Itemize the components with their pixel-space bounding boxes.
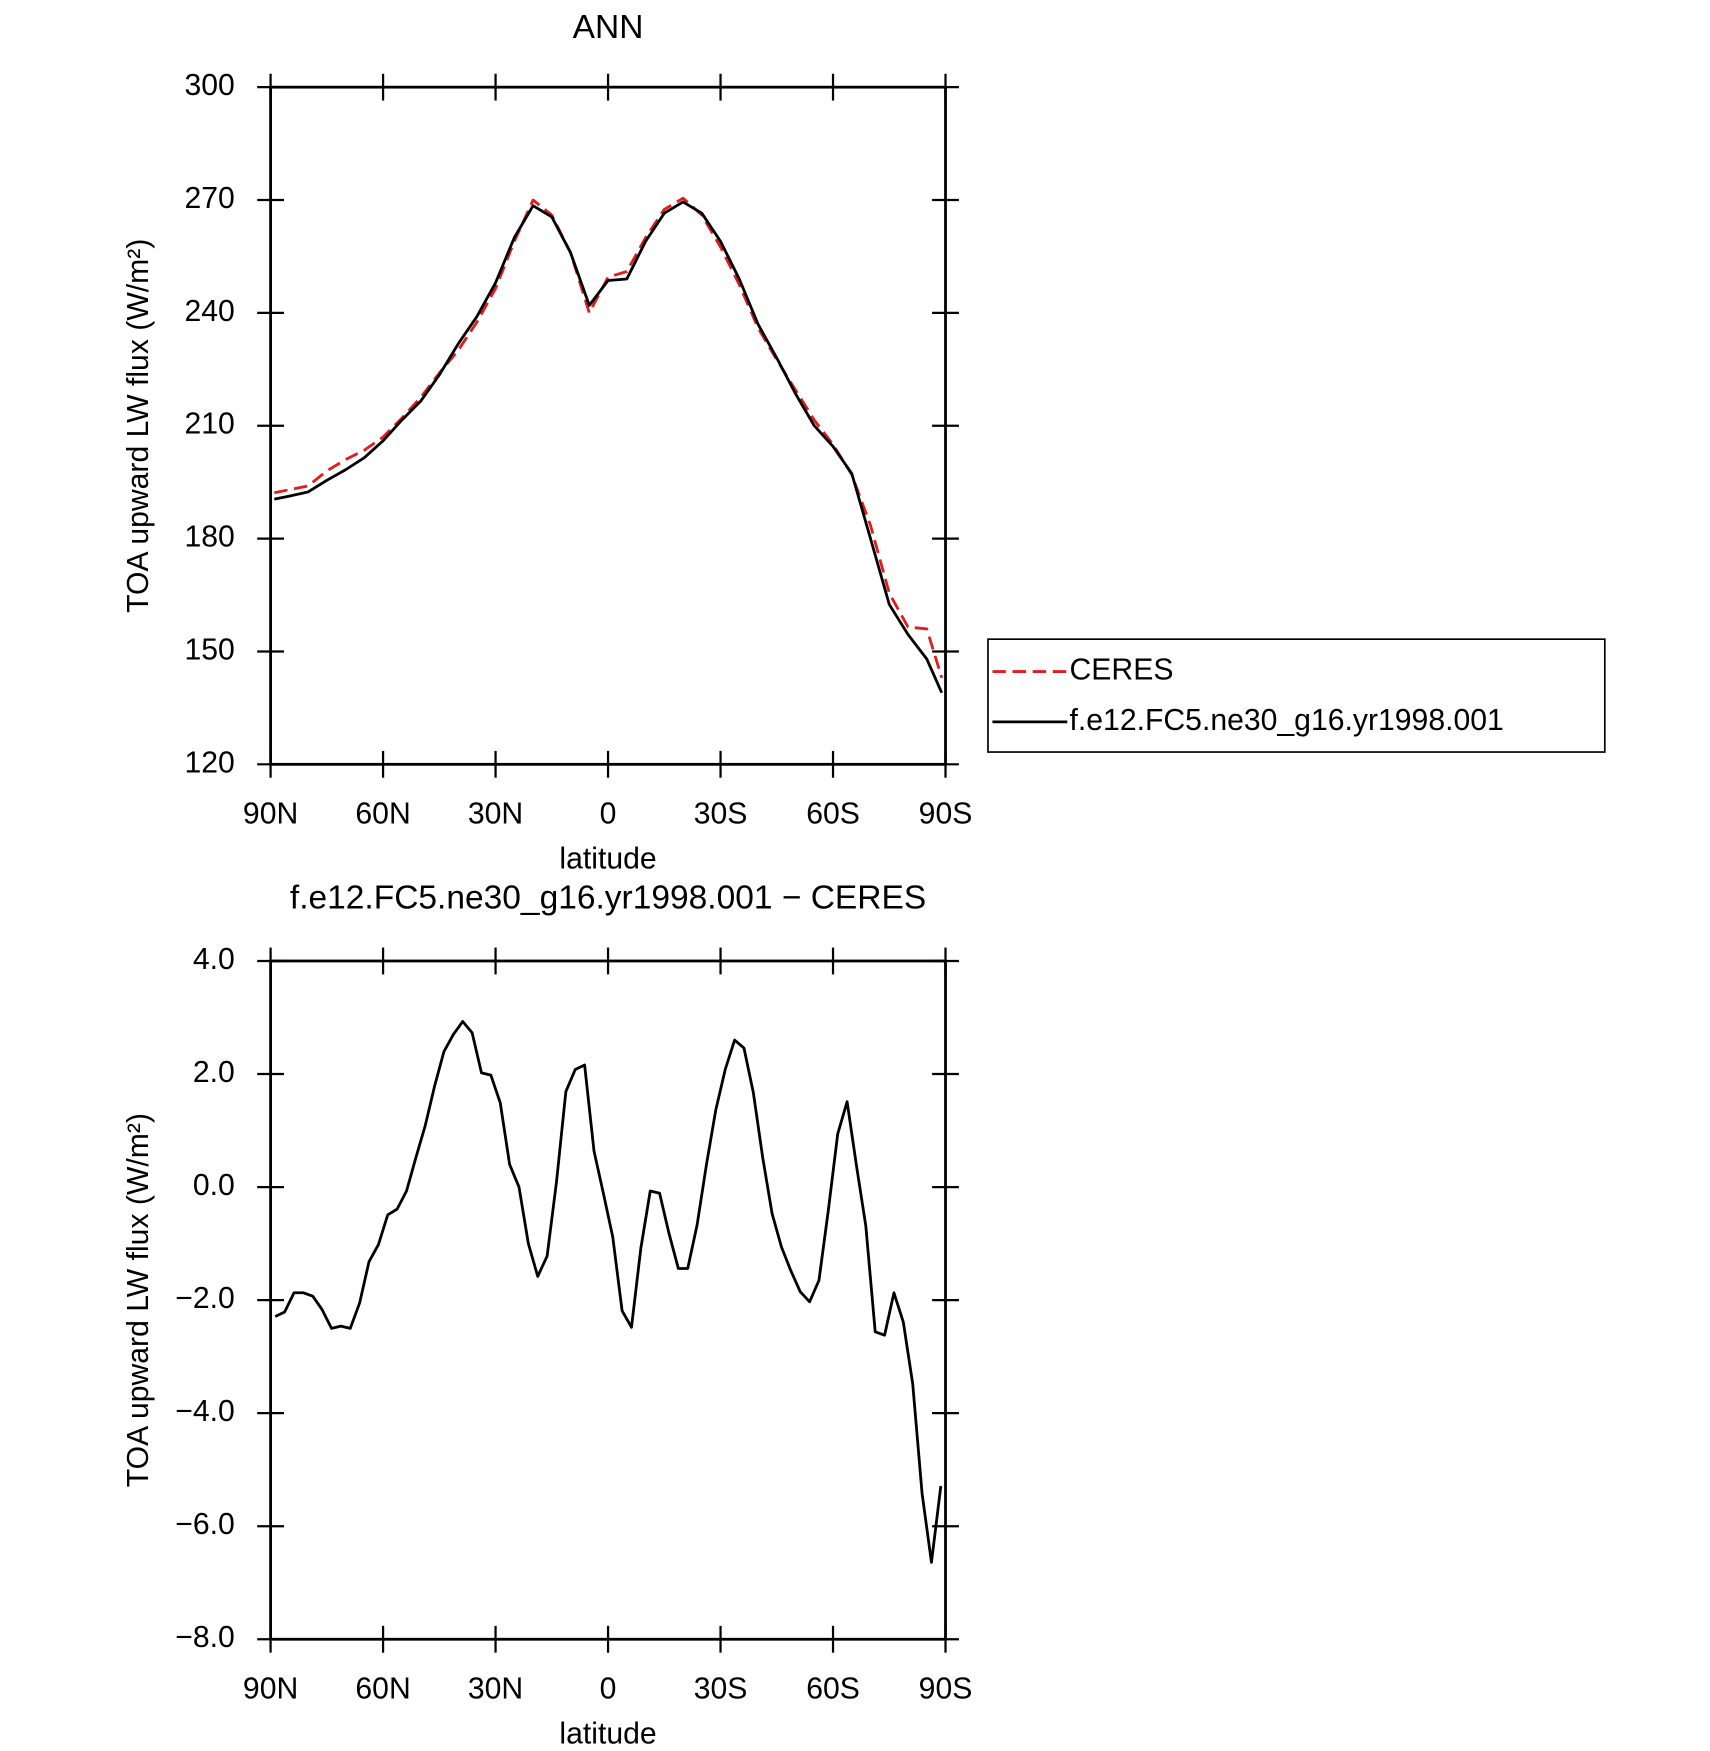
- x-tick-label: 60S: [806, 1673, 860, 1706]
- y-tick-label: 150: [185, 633, 235, 666]
- y-tick-label: 0.0: [193, 1169, 235, 1202]
- y-tick-label: 270: [185, 182, 235, 215]
- y-tick-label: −6.0: [175, 1508, 235, 1541]
- x-tick-label: 90S: [919, 798, 973, 831]
- chart-title: ANN: [573, 9, 644, 46]
- x-tick-label: 90S: [919, 1673, 973, 1706]
- series-line: [274, 1020, 943, 1564]
- legend-label: f.e12.FC5.ne30_g16.yr1998.001: [1070, 704, 1504, 737]
- x-tick-label: 30N: [468, 1673, 523, 1706]
- y-tick-label: 210: [185, 408, 235, 441]
- y-tick-label: 300: [185, 69, 235, 102]
- y-tick-label: 120: [185, 746, 235, 779]
- x-tick-label: 60N: [355, 1673, 410, 1706]
- y-axis-label: TOA upward LW flux (W/m²): [122, 239, 155, 613]
- x-tick-label: 30S: [694, 798, 748, 831]
- legend-box: [987, 638, 1606, 753]
- y-tick-label: −2.0: [175, 1282, 235, 1315]
- chart-title: f.e12.FC5.ne30_g16.yr1998.001 − CERES: [290, 879, 926, 916]
- x-tick-label: 0: [600, 798, 617, 831]
- y-tick-label: 180: [185, 521, 235, 554]
- series-line: [274, 196, 944, 679]
- plot-frame: [269, 959, 947, 1641]
- x-axis-label: latitude: [559, 842, 656, 875]
- x-tick-label: 60S: [806, 798, 860, 831]
- x-tick-label: 30S: [694, 1673, 748, 1706]
- x-tick-label: 0: [600, 1673, 617, 1706]
- legend-label: CERES: [1070, 654, 1174, 687]
- y-tick-label: −4.0: [175, 1395, 235, 1428]
- y-tick-label: −8.0: [175, 1621, 235, 1654]
- series-line: [274, 200, 944, 694]
- x-tick-label: 60N: [355, 798, 410, 831]
- y-axis-label: TOA upward LW flux (W/m²): [122, 1113, 155, 1487]
- x-tick-label: 90N: [243, 798, 298, 831]
- x-tick-label: 90N: [243, 1673, 298, 1706]
- x-axis-label: latitude: [559, 1717, 656, 1750]
- y-tick-label: 4.0: [193, 943, 235, 976]
- plot-frame: [269, 85, 947, 766]
- x-tick-label: 30N: [468, 798, 523, 831]
- y-tick-label: 240: [185, 295, 235, 328]
- y-tick-label: 2.0: [193, 1056, 235, 1089]
